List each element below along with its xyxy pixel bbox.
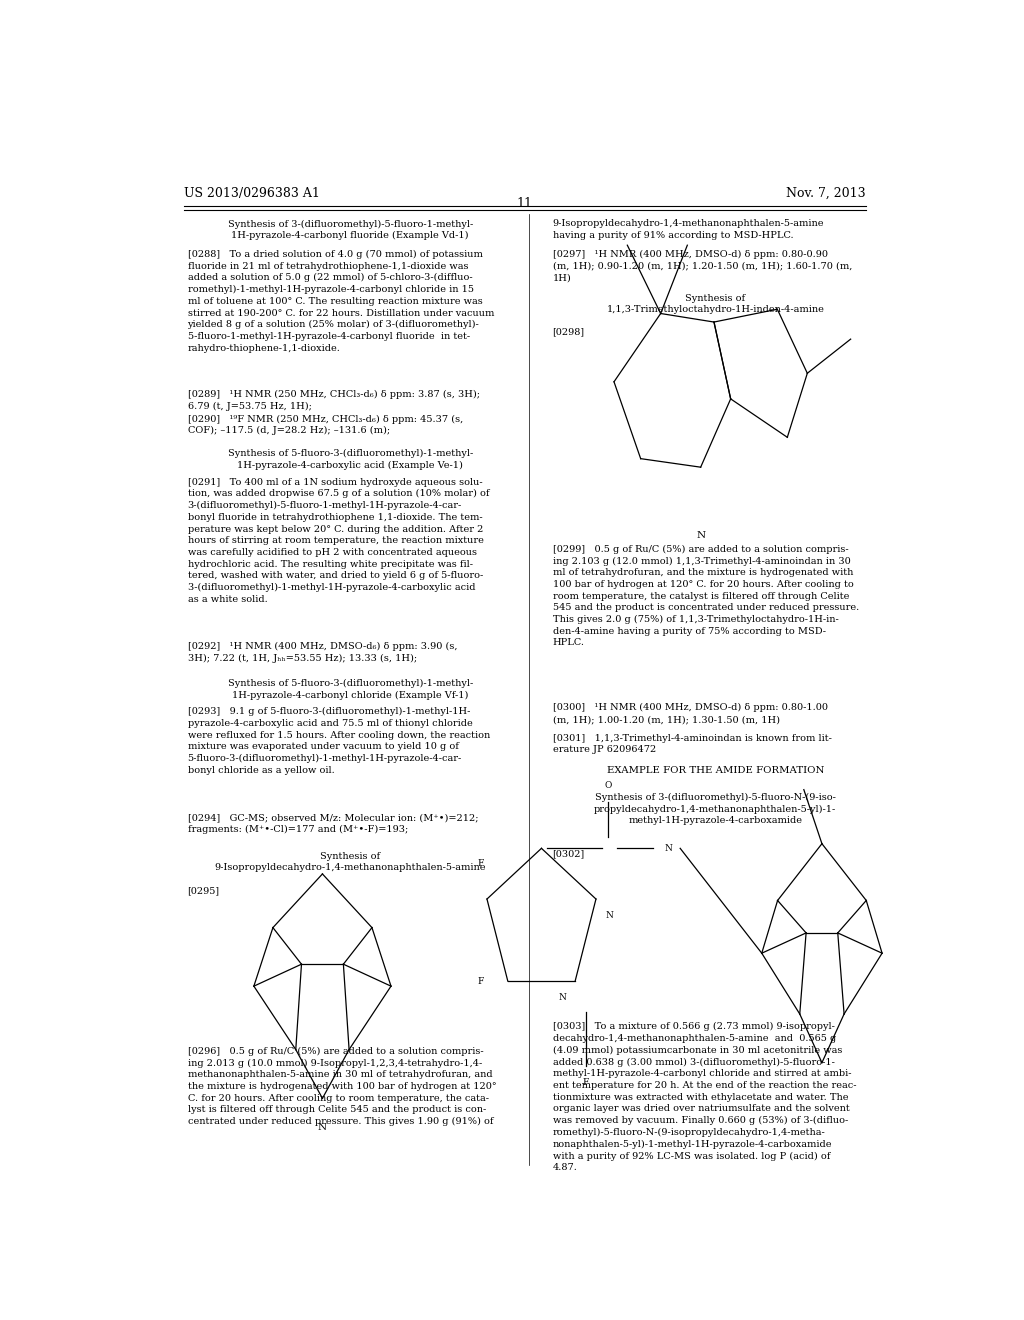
Text: [0289]   ¹H NMR (250 MHz, CHCl₃-d₆) δ ppm: 3.87 (s, 3H);
6.79 (t, J=53.75 Hz, 1H: [0289] ¹H NMR (250 MHz, CHCl₃-d₆) δ ppm:… (187, 391, 479, 411)
Text: [0296]   0.5 g of Ru/C (5%) are added to a solution compris-
ing 2.013 g (10.0 m: [0296] 0.5 g of Ru/C (5%) are added to a… (187, 1047, 497, 1126)
Text: F: F (478, 859, 484, 869)
Text: [0298]: [0298] (553, 327, 585, 337)
Text: [0300]   ¹H NMR (400 MHz, DMSO-d) δ ppm: 0.80-1.00
(m, 1H); 1.00-1.20 (m, 1H); 1: [0300] ¹H NMR (400 MHz, DMSO-d) δ ppm: 0… (553, 704, 827, 723)
Text: 11: 11 (517, 197, 532, 210)
Text: [0290]   ¹⁹F NMR (250 MHz, CHCl₃-d₆) δ ppm: 45.37 (s,
COF); –117.5 (d, J=28.2 Hz: [0290] ¹⁹F NMR (250 MHz, CHCl₃-d₆) δ ppm… (187, 414, 463, 436)
Text: Synthesis of 3-(difluoromethyl)-5-fluoro-1-methyl-
1H-pyrazole-4-carbonyl fluori: Synthesis of 3-(difluoromethyl)-5-fluoro… (227, 219, 473, 240)
Text: [0301]   1,1,3-Trimethyl-4-aminoindan is known from lit-
erature JP 62096472: [0301] 1,1,3-Trimethyl-4-aminoindan is k… (553, 734, 831, 754)
Text: US 2013/0296383 A1: US 2013/0296383 A1 (183, 187, 319, 199)
Text: N: N (696, 531, 706, 540)
Text: [0297]   ¹H NMR (400 MHz, DMSO-d) δ ppm: 0.80-0.90
(m, 1H); 0.90-1.20 (m, 1H); 1: [0297] ¹H NMR (400 MHz, DMSO-d) δ ppm: 0… (553, 249, 852, 282)
Text: O: O (604, 781, 611, 791)
Text: [0291]   To 400 ml of a 1N sodium hydroxyde aqueous solu-
tion, was added dropwi: [0291] To 400 ml of a 1N sodium hydroxyd… (187, 478, 489, 603)
Text: Synthesis of 5-fluoro-3-(difluoromethyl)-1-methyl-
1H-pyrazole-4-carboxylic acid: Synthesis of 5-fluoro-3-(difluoromethyl)… (227, 449, 473, 470)
Text: Synthesis of 5-fluoro-3-(difluoromethyl)-1-methyl-
1H-pyrazole-4-carbonyl chlori: Synthesis of 5-fluoro-3-(difluoromethyl)… (227, 678, 473, 700)
Text: [0299]   0.5 g of Ru/C (5%) are added to a solution compris-
ing 2.103 g (12.0 m: [0299] 0.5 g of Ru/C (5%) are added to a… (553, 545, 859, 647)
Text: [0293]   9.1 g of 5-fluoro-3-(difluoromethyl)-1-methyl-1H-
pyrazole-4-carboxylic: [0293] 9.1 g of 5-fluoro-3-(difluorometh… (187, 708, 489, 775)
Text: F: F (477, 977, 483, 986)
Text: N: N (317, 1123, 327, 1131)
Text: [0288]   To a dried solution of 4.0 g (70 mmol) of potassium
fluoride in 21 ml o: [0288] To a dried solution of 4.0 g (70 … (187, 249, 494, 352)
Text: EXAMPLE FOR THE AMIDE FORMATION: EXAMPLE FOR THE AMIDE FORMATION (606, 766, 824, 775)
Text: Synthesis of
9-Isopropyldecahydro-1,4-methanonaphthalen-5-amine: Synthesis of 9-Isopropyldecahydro-1,4-me… (214, 851, 486, 873)
Text: Synthesis of 3-(difluoromethyl)-5-fluoro-N-(9-iso-
propyldecahydro-1,4-methanona: Synthesis of 3-(difluoromethyl)-5-fluoro… (594, 792, 837, 825)
Text: N: N (605, 911, 613, 920)
Text: [0303]   To a mixture of 0.566 g (2.73 mmol) 9-isopropyl-
decahydro-1,4-methanon: [0303] To a mixture of 0.566 g (2.73 mmo… (553, 1022, 856, 1172)
Text: N: N (558, 993, 566, 1002)
Text: [0295]: [0295] (187, 886, 219, 895)
Text: [0294]   GC-MS; observed M/z: Molecular ion: (M⁺•)=212;
fragments: (M⁺•-Cl)=177 : [0294] GC-MS; observed M/z: Molecular io… (187, 813, 478, 834)
Text: F: F (583, 1077, 589, 1086)
Text: Synthesis of
1,1,3-Trimethyloctahydro-1H-inden-4-amine: Synthesis of 1,1,3-Trimethyloctahydro-1H… (606, 293, 824, 314)
Text: [0292]   ¹H NMR (400 MHz, DMSO-d₆) δ ppm: 3.90 (s,
3H); 7.22 (t, 1H, Jₕₕ=53.55 H: [0292] ¹H NMR (400 MHz, DMSO-d₆) δ ppm: … (187, 643, 457, 663)
Text: [0302]: [0302] (553, 850, 585, 858)
Text: Nov. 7, 2013: Nov. 7, 2013 (786, 187, 866, 199)
Text: N: N (665, 843, 672, 853)
Text: 9-Isopropyldecahydro-1,4-methanonaphthalen-5-amine
having a purity of 91% accord: 9-Isopropyldecahydro-1,4-methanonaphthal… (553, 219, 824, 240)
